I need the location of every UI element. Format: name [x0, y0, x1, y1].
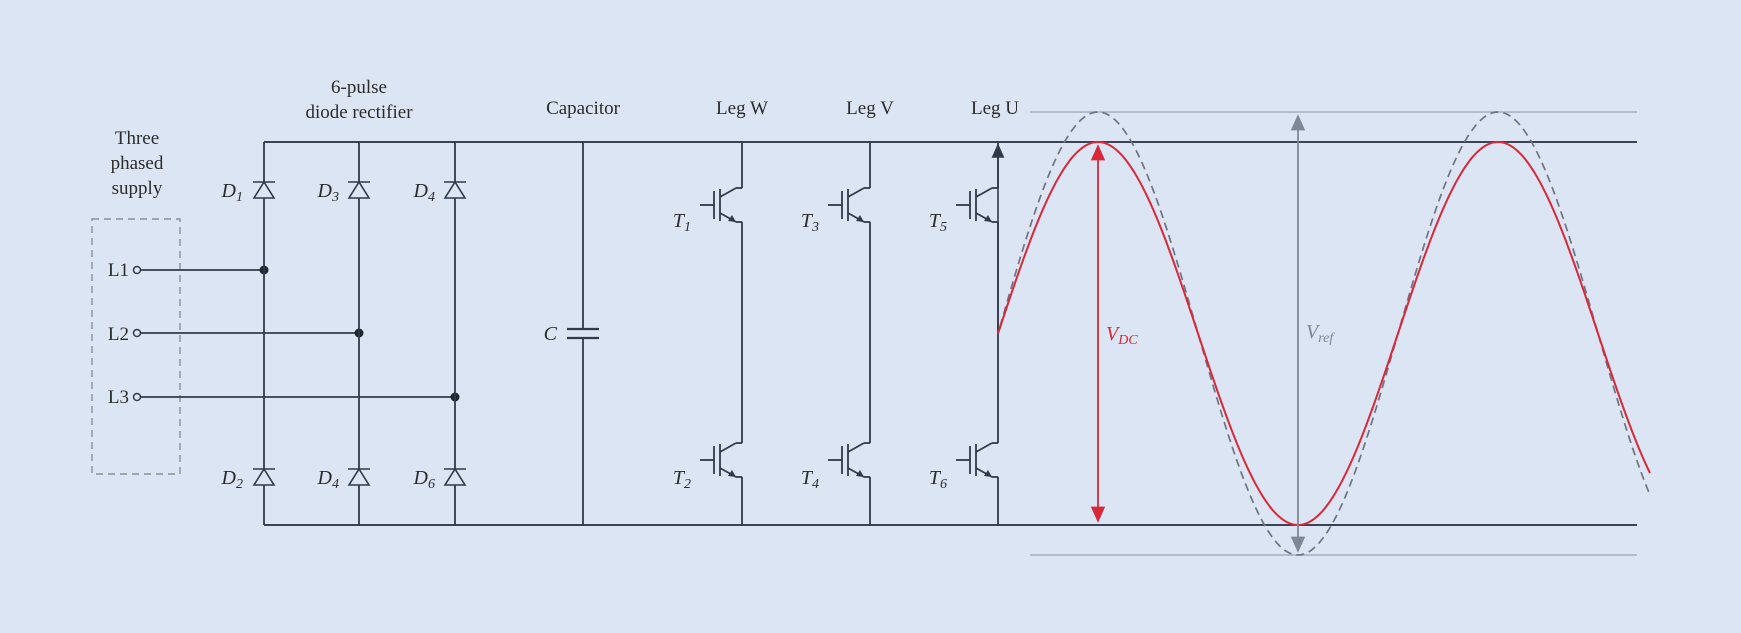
diode-label-bottom-2: D4: [317, 467, 339, 492]
leg-u: [956, 142, 999, 525]
transistor-label-bottom-3: T6: [929, 467, 947, 492]
vref-label: Vref: [1306, 321, 1335, 346]
supply-label-2: phased: [111, 153, 164, 174]
transistor-label-top-1: T1: [673, 210, 691, 235]
leg-w-label: Leg W: [716, 98, 768, 119]
terminal-l2: [132, 328, 142, 338]
supply-label-3: supply: [112, 178, 163, 199]
vdc-label: VDC: [1106, 323, 1138, 348]
leg-u-label: Leg U: [971, 98, 1019, 119]
capacitor-symbol: [567, 142, 599, 525]
igbt-top-u: [956, 187, 998, 223]
igbt-bottom-w: [700, 442, 742, 478]
terminal-l3: [132, 392, 142, 402]
phase-label-l2: L2: [108, 324, 129, 345]
inverter-legs: [700, 142, 999, 525]
transistor-label-bottom-2: T4: [801, 467, 819, 492]
diode-label-bottom-1: D2: [221, 467, 243, 492]
igbt-bottom-u: [956, 442, 998, 478]
capacitor-symbol-label: C: [544, 323, 558, 345]
diode-bottom-3: [443, 467, 467, 486]
transistor-label-top-3: T5: [929, 210, 947, 235]
igbt-top-w: [700, 187, 742, 223]
diode-top-2: [347, 180, 371, 199]
supply-label-1: Three: [115, 128, 159, 149]
output-waveform: [997, 140, 1651, 527]
phase-label-l1: L1: [108, 260, 129, 281]
diode-label-top-2: D3: [317, 180, 339, 205]
diode-top-3: [443, 180, 467, 199]
diode-top-1: [252, 180, 276, 199]
diode-label-top-1: D1: [221, 180, 243, 205]
diode-label-bottom-3: D6: [413, 467, 435, 492]
reference-waveform: [999, 111, 1651, 556]
capacitor-label: Capacitor: [546, 98, 621, 119]
leg-v-label: Leg V: [846, 98, 894, 119]
leg-w: [700, 142, 743, 525]
supply-box: [91, 218, 181, 475]
leg-v: [828, 142, 871, 525]
diode-label-top-3: D4: [413, 180, 435, 205]
igbt-top-v: [828, 187, 870, 223]
diode-bottom-1: [252, 467, 276, 486]
terminal-l1: [132, 265, 142, 275]
phase-label-l3: L3: [108, 387, 129, 408]
transistor-label-top-2: T3: [801, 210, 819, 235]
diode-bottom-2: [347, 467, 371, 486]
transistor-label-bottom-1: T2: [673, 467, 691, 492]
rectifier-label-1: 6-pulse: [331, 77, 387, 98]
rectifier-label-2: diode rectifier: [305, 102, 413, 123]
igbt-bottom-v: [828, 442, 870, 478]
